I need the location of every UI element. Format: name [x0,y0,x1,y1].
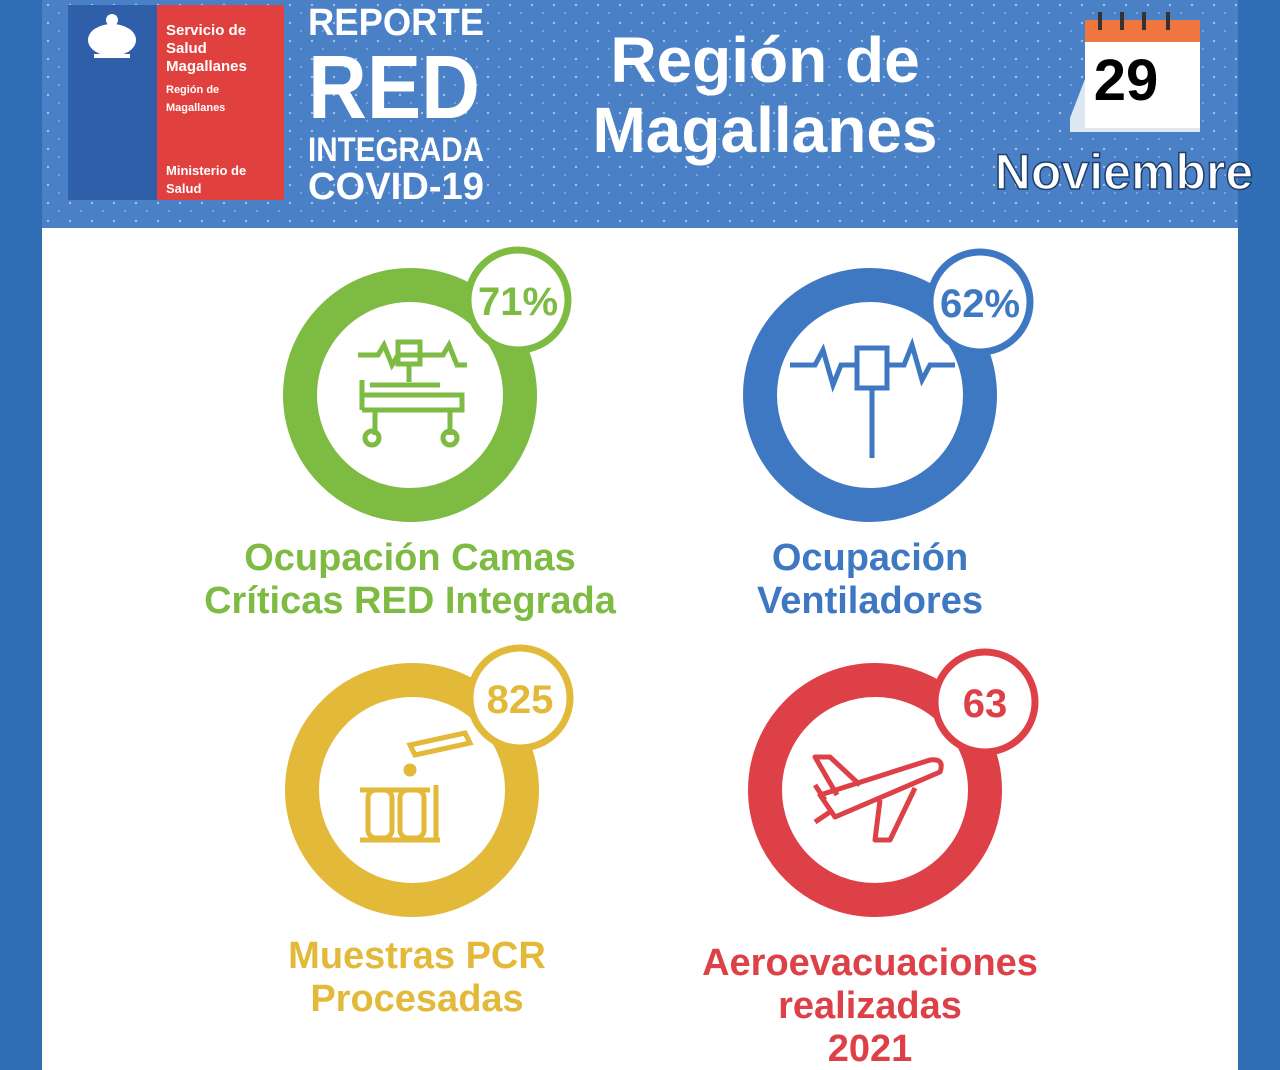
stat-label: realizadas [778,985,962,1027]
stat-value: 62% [940,282,1020,326]
lab-icon [360,730,474,843]
stat-badge [464,246,572,354]
logo-org-line: Magallanes [166,58,247,75]
stat-label: Ocupación Camas [244,537,576,579]
stat-label: Ventiladores [757,580,983,622]
stat-ring [285,663,539,917]
stat-label: Aeroevacuaciones [702,942,1038,984]
logo-region-line: Región de [166,84,219,96]
report-title-line: INTEGRADA [308,131,484,169]
report-title-line: COVID-19 [308,166,484,208]
stat-value: 71% [478,280,558,324]
stat-badge [931,648,1039,756]
logo-org-line: Salud [166,40,207,57]
stat-label: Ocupación [772,537,968,579]
stat-ring [283,268,537,522]
logo-emblem [88,14,136,58]
date-month: Noviembre [995,144,1253,200]
calendar-icon [1070,12,1200,132]
stat-label: Críticas RED Integrada [204,580,617,622]
ventilator-icon [790,337,955,458]
region-title-line: Región de [610,24,919,96]
stat-badge [926,248,1034,356]
logo-ministry-line: Ministerio de [166,163,246,178]
stat-badge [466,644,574,752]
stat-value: 63 [963,682,1008,726]
stat-label: Muestras PCR [288,935,546,977]
region-title-line: Magallanes [592,94,937,166]
report-title-line: REPORTE [308,2,484,44]
plane-icon [812,754,944,843]
report-title-line: RED [308,38,480,138]
stat-ring [743,268,997,522]
bed-icon [358,339,467,448]
date-day: 29 [1094,48,1159,113]
stat-label: 2021 [828,1028,913,1070]
logo-region-line: Magallanes [166,102,225,114]
content-panel [42,228,1238,1070]
logo-red [157,5,284,200]
logo-org-line: Servicio de [166,22,246,39]
stat-value: 825 [487,678,554,722]
stat-label: Procesadas [310,978,523,1020]
logo-ministry-line: Salud [166,181,201,196]
stat-ring [748,663,1002,917]
